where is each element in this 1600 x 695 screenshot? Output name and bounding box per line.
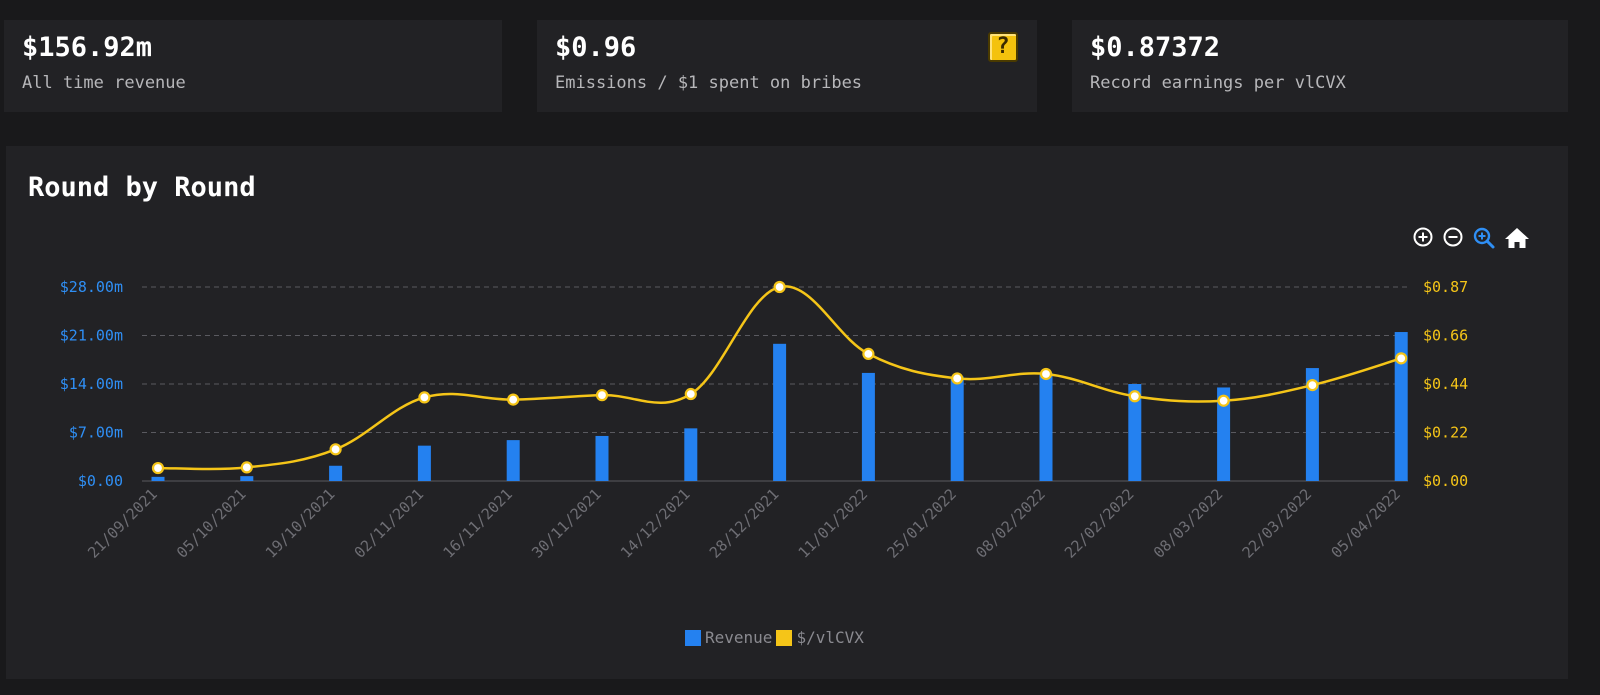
stat-card-revenue: $156.92m All time revenue <box>4 20 502 112</box>
x-tick-label: 30/11/2021 <box>528 485 605 562</box>
revenue-bar <box>329 465 343 481</box>
revenue-bar <box>595 435 609 481</box>
y-right-tick-label: $0.87 <box>1423 278 1468 296</box>
revenue-bar <box>773 343 787 481</box>
round-chart: $0.00 $7.00m $14.00m $21.00m $28.00m $0.00 $0.… <box>60 278 1468 562</box>
revenue-bar <box>1394 332 1408 481</box>
legend-swatch-revenue <box>685 629 701 646</box>
x-tick-label: 05/10/2021 <box>173 485 250 562</box>
stat-value: $156.92m <box>22 32 153 63</box>
y-left-tick-label: $0.00 <box>78 472 123 490</box>
x-tick-label: 19/10/2021 <box>262 485 339 562</box>
stat-label: All time revenue <box>22 73 186 93</box>
vlcvx-point <box>862 347 875 360</box>
x-tick-label: 16/11/2021 <box>439 485 516 562</box>
x-tick-label: 08/02/2022 <box>972 485 1049 562</box>
stat-value: $0.96 <box>555 32 637 63</box>
stat-label: Record earnings per vlCVX <box>1090 73 1346 93</box>
y-right-tick-label: $0.00 <box>1423 472 1468 490</box>
revenue-bar <box>1039 372 1053 481</box>
legend-label: $/vlCVX <box>796 628 864 647</box>
x-tick-label: 05/04/2022 <box>1327 485 1404 562</box>
zoom-in-icon[interactable] <box>1412 226 1434 248</box>
x-tick-label: 21/09/2021 <box>84 485 161 562</box>
y-left-tick-label: $28.00m <box>60 278 123 296</box>
vlcvx-point <box>1395 352 1408 365</box>
y-right-tick-label: $0.66 <box>1423 327 1468 345</box>
vlcvx-point <box>1039 367 1053 381</box>
x-tick-label: 02/11/2021 <box>351 485 428 562</box>
vlcvx-point <box>1217 394 1230 407</box>
x-tick-label: 28/12/2021 <box>706 485 783 562</box>
chart-title: Round by Round <box>28 172 256 203</box>
vlcvx-point <box>418 391 431 404</box>
revenue-bar <box>861 372 875 481</box>
revenue-bar <box>950 376 964 481</box>
question-block-icon: ? <box>988 32 1018 62</box>
legend-label: Revenue <box>705 628 773 647</box>
vlcvx-point <box>507 393 520 406</box>
x-tick-label: 25/01/2022 <box>883 485 960 562</box>
revenue-bar <box>151 476 165 481</box>
y-right-tick-label: $0.44 <box>1423 375 1468 393</box>
x-tick-label: 11/01/2022 <box>795 485 872 562</box>
chart-toolbar <box>1412 226 1530 250</box>
selection-zoom-icon[interactable] <box>1472 226 1496 250</box>
stat-card-emissions: $0.96 Emissions / $1 spent on bribes ? <box>537 20 1037 112</box>
vlcvx-point <box>684 387 697 401</box>
revenue-bar <box>684 428 698 481</box>
vlcvx-point <box>240 461 253 474</box>
vlcvx-point <box>951 372 964 385</box>
revenue-bar <box>1305 368 1319 481</box>
vlcvx-point <box>1306 379 1319 392</box>
stat-card-record-earnings: $0.87372 Record earnings per vlCVX <box>1072 20 1568 112</box>
revenue-bar <box>417 445 431 481</box>
x-tick-label: 08/03/2022 <box>1150 485 1227 562</box>
revenue-bar <box>1128 384 1142 481</box>
stat-value: $0.87372 <box>1090 32 1221 63</box>
home-reset-icon[interactable] <box>1504 226 1530 250</box>
revenue-bar <box>240 476 254 481</box>
y-left-tick-label: $21.00m <box>60 327 123 345</box>
y-right-tick-label: $0.22 <box>1423 424 1468 442</box>
zoom-out-icon[interactable] <box>1442 226 1464 248</box>
vlcvx-point <box>151 461 165 475</box>
legend-swatch-vlcvx <box>776 629 793 646</box>
vlcvx-point <box>1128 390 1141 403</box>
x-tick-label: 22/02/2022 <box>1061 485 1138 562</box>
chart-legend: Revenue $/vlCVX <box>685 628 864 647</box>
chart-card: $0.00 $7.00m $14.00m $21.00m $28.00m $0.00 $0.… <box>6 146 1568 679</box>
legend-item-revenue[interactable]: Revenue <box>685 628 772 647</box>
revenue-bar <box>506 440 520 481</box>
x-tick-label: 14/12/2021 <box>617 485 694 562</box>
y-left-tick-label: $7.00m <box>69 424 123 442</box>
vlcvx-point <box>773 280 786 294</box>
vlcvx-point <box>595 389 609 402</box>
revenue-bar <box>1217 387 1231 481</box>
legend-item-vlcvx[interactable]: $/vlCVX <box>776 628 864 647</box>
stat-label: Emissions / $1 spent on bribes <box>555 73 863 93</box>
y-left-tick-label: $14.00m <box>60 375 123 393</box>
x-tick-label: 22/03/2022 <box>1239 485 1316 562</box>
vlcvx-point <box>329 443 342 456</box>
